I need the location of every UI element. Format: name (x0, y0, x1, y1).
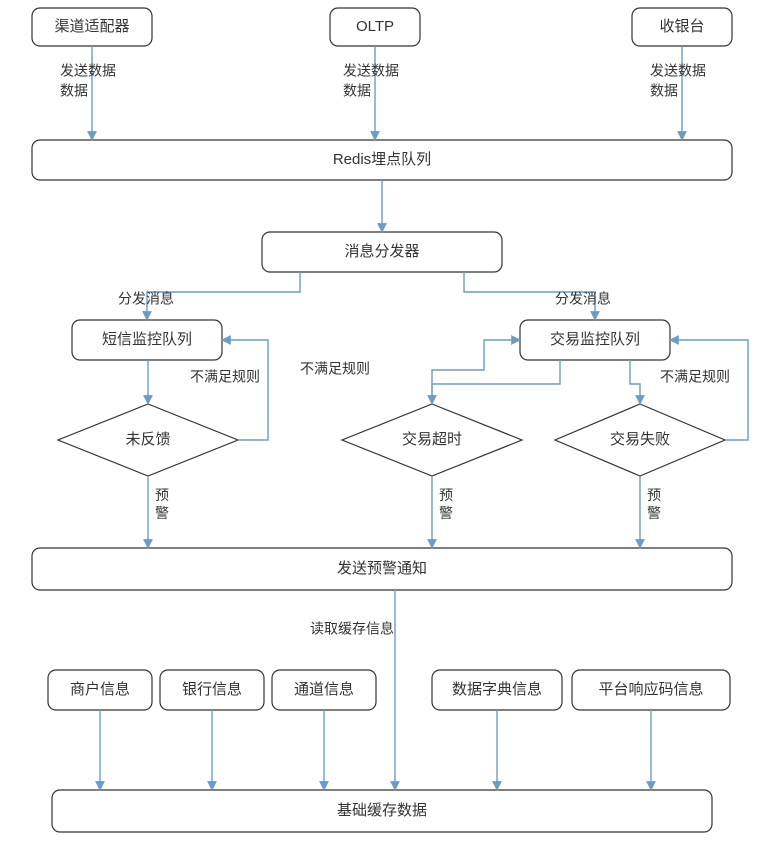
oltp-label: OLTP (356, 18, 394, 35)
info-bank-label: 银行信息 (182, 681, 242, 698)
edge-cashier-label1: 发送数据 (650, 63, 706, 79)
edge-channel-label1: 发送数据 (60, 63, 116, 79)
tx-queue-label: 交易监控队列 (550, 330, 640, 348)
edge-oltp-label1: 发送数据 (343, 63, 399, 79)
channel-adapter-label: 渠道适配器 (54, 18, 129, 35)
redis-queue-label: Redis埋点队列 (333, 151, 431, 168)
info-respcode-label: 平台响应码信息 (598, 680, 703, 698)
node-info-dict: 数据字典信息 (432, 670, 562, 710)
edge-timeout-back (432, 340, 520, 404)
node-info-bank: 银行信息 (160, 670, 264, 710)
cashier-label: 收银台 (659, 18, 704, 35)
edge-nofeedback-back (222, 340, 268, 440)
no-feedback-label: 未反馈 (125, 431, 170, 448)
alert-label: 发送预警通知 (337, 560, 427, 577)
cache-base-label: 基础缓存数据 (337, 802, 427, 819)
edge-tx-to-timeout (432, 360, 560, 404)
sms-queue-label: 短信监控队列 (102, 331, 192, 348)
node-redis-queue: Redis埋点队列 (32, 140, 732, 180)
node-no-feedback: 未反馈 (58, 404, 238, 476)
edge-oltp-label2: 数据 (343, 83, 371, 99)
node-tx-fail: 交易失败 (555, 404, 725, 476)
info-dict-label: 数据字典信息 (452, 681, 542, 698)
tx-fail-label: 交易失败 (610, 430, 670, 448)
node-channel-adapter: 渠道适配器 (32, 8, 152, 46)
node-tx-queue: 交易监控队列 (520, 320, 670, 360)
edge-disp-tx-label: 分发消息 (555, 291, 611, 307)
edge-alert-cache-label: 读取缓存信息 (310, 621, 394, 637)
edge-cashier-label2: 数据 (650, 83, 678, 99)
edge-timeout-alert-l2: 警 (439, 505, 453, 521)
node-info-respcode: 平台响应码信息 (572, 670, 730, 710)
node-dispatcher: 消息分发器 (262, 232, 502, 272)
node-cashier: 收银台 (632, 8, 732, 46)
edge-fail-alert-l1: 预 (647, 487, 661, 503)
node-cache-base: 基础缓存数据 (52, 790, 712, 832)
edge-timeout-back-label: 不满足规则 (300, 361, 370, 377)
edge-fail-back-label: 不满足规则 (660, 369, 730, 385)
edge-nofb-alert-l2: 警 (155, 505, 169, 521)
dispatcher-label: 消息分发器 (344, 243, 419, 260)
edge-nofeedback-back-label: 不满足规则 (190, 369, 260, 385)
edge-disp-sms-label: 分发消息 (118, 291, 174, 307)
node-info-channel: 通道信息 (272, 670, 376, 710)
edge-fail-alert-l2: 警 (647, 505, 661, 521)
tx-timeout-label: 交易超时 (402, 430, 462, 448)
node-oltp: OLTP (330, 8, 420, 46)
edge-channel-label2: 数据 (60, 83, 88, 99)
info-merchant-label: 商户信息 (70, 681, 130, 698)
node-info-merchant: 商户信息 (48, 670, 152, 710)
edge-timeout-alert-l1: 预 (439, 487, 453, 503)
node-sms-queue: 短信监控队列 (72, 320, 222, 360)
node-tx-timeout: 交易超时 (342, 404, 522, 476)
info-channel-label: 通道信息 (294, 681, 354, 698)
node-alert: 发送预警通知 (32, 548, 732, 590)
edge-tx-to-fail (630, 360, 640, 404)
edge-nofb-alert-l1: 预 (155, 487, 169, 503)
